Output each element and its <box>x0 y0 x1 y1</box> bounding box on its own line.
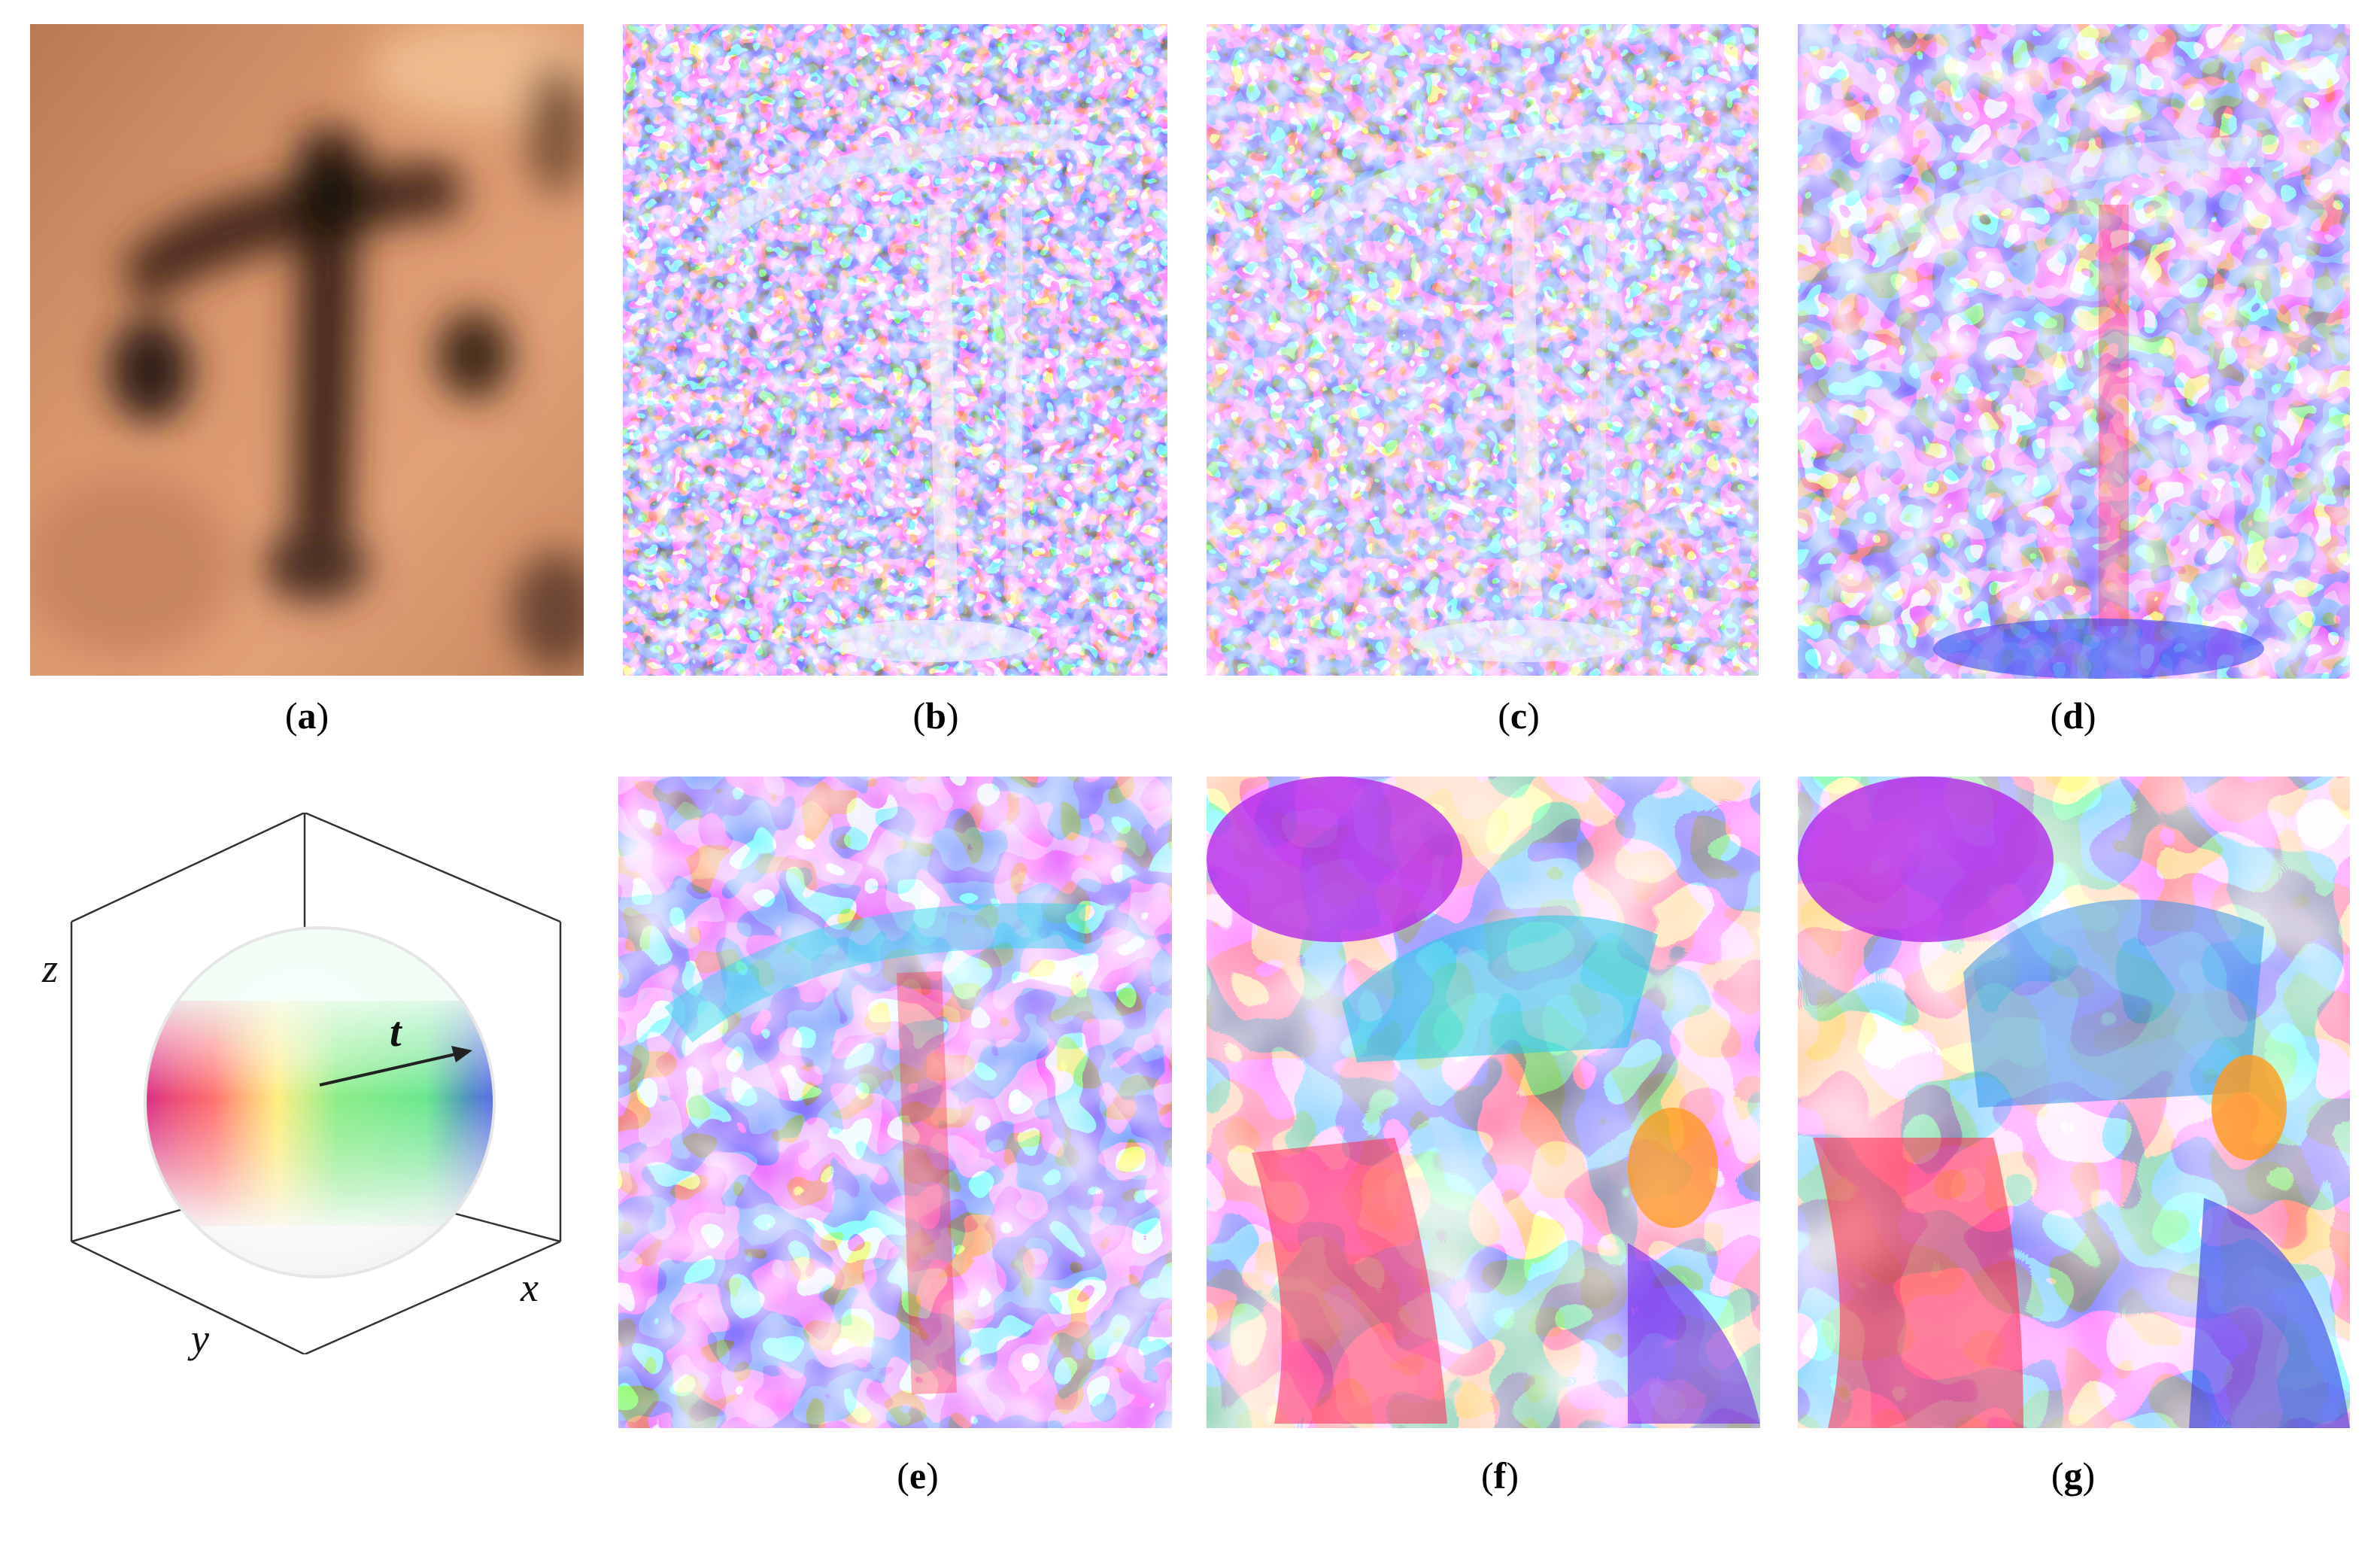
panel-e-orientation-map <box>618 777 1172 1428</box>
caption-f: (f) <box>1481 1454 1519 1497</box>
caption-g: (g) <box>2051 1454 2096 1497</box>
caption-d: (d) <box>2050 694 2096 737</box>
panel-b-orientation-map <box>623 24 1167 676</box>
orientation-map-f <box>1207 777 1760 1428</box>
panel-g-orientation-map <box>1798 777 2350 1428</box>
vector-label-t: t <box>390 1009 402 1056</box>
axis-label-y: y <box>191 1316 209 1361</box>
color-sphere <box>145 928 494 1277</box>
axis-label-x: x <box>521 1265 539 1310</box>
panel-d-orientation-map <box>1798 24 2350 679</box>
vector-t <box>319 1052 460 1087</box>
orientation-map-g <box>1798 777 2350 1428</box>
caption-c: (c) <box>1498 694 1540 737</box>
orientation-map-e <box>618 777 1172 1428</box>
caption-e: (e) <box>897 1454 939 1497</box>
orientation-map-d <box>1798 24 2350 679</box>
orientation-map-b <box>623 24 1167 676</box>
sphere-axes-diagram <box>70 813 562 1354</box>
caption-b: (b) <box>912 694 959 737</box>
texture-image-a <box>30 24 584 676</box>
panel-f-orientation-map <box>1207 777 1760 1428</box>
orientation-map-c <box>1207 24 1759 676</box>
vector-arrowhead <box>451 1046 472 1062</box>
orientation-sphere-legend <box>60 813 587 1354</box>
axis-label-z: z <box>42 946 59 991</box>
panel-a-image <box>30 24 584 676</box>
caption-a: (a) <box>284 694 329 737</box>
panel-c-orientation-map <box>1207 24 1759 676</box>
